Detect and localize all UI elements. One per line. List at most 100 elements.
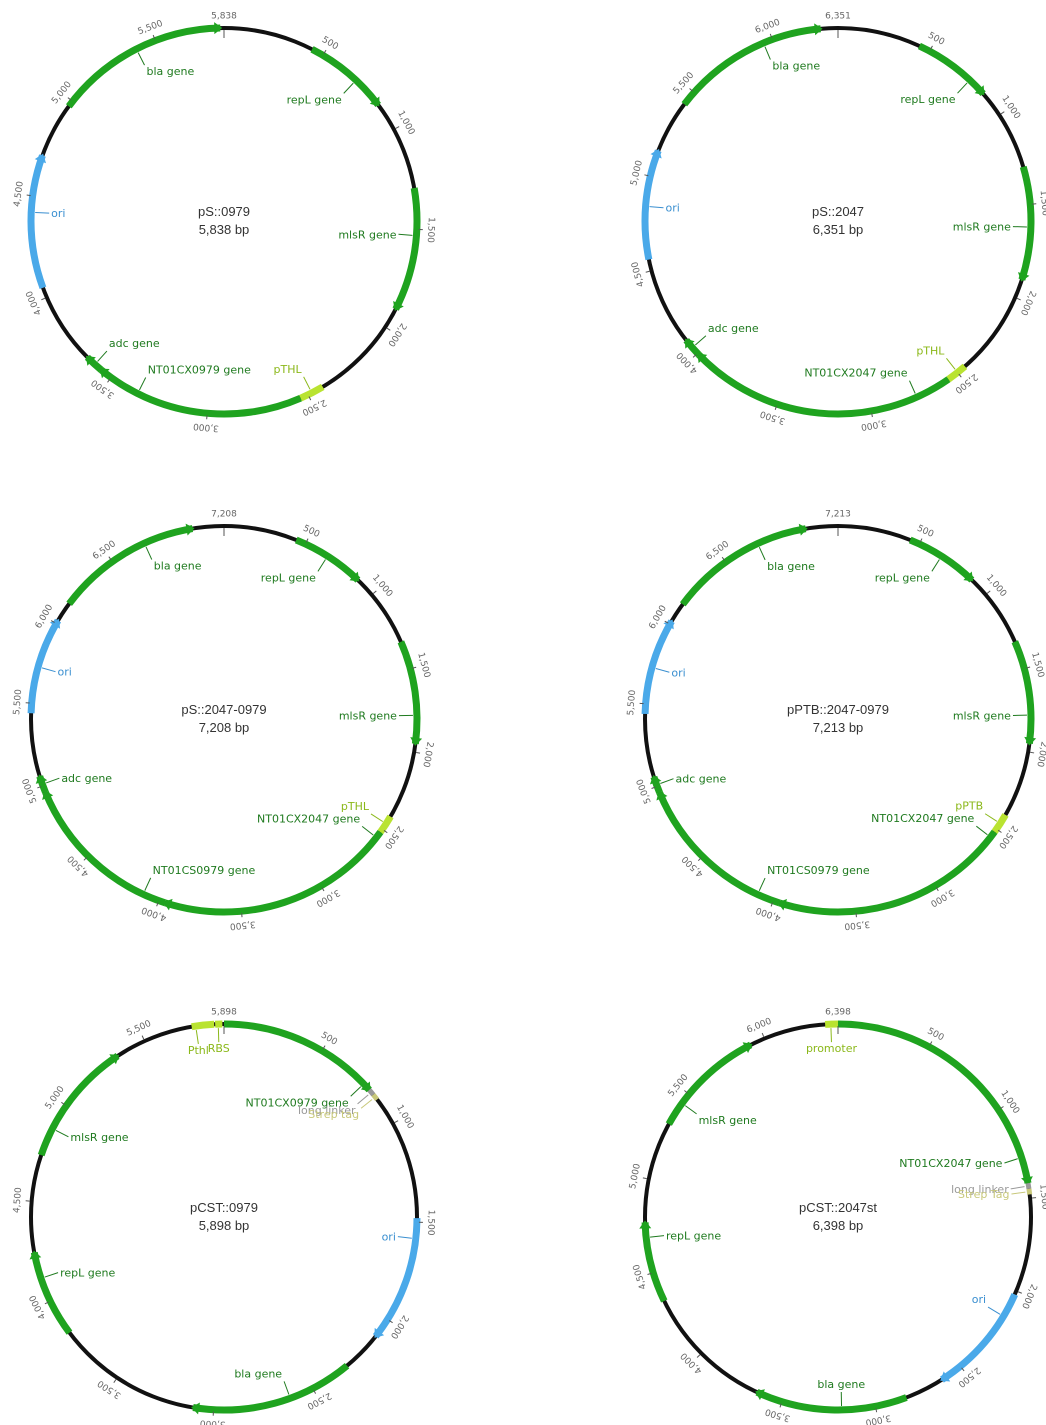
tick-label: 3,500	[759, 408, 787, 426]
feature-label: NT01CX0979 gene	[246, 1096, 349, 1109]
feature-arc-gene	[641, 1222, 668, 1303]
tick-mark	[769, 33, 773, 38]
tick-label: 5,500	[12, 689, 24, 716]
tick-mark	[26, 194, 31, 197]
tick-mark	[651, 786, 656, 789]
feature-leader-line	[138, 377, 147, 391]
feature-leader-line	[684, 1105, 697, 1115]
feature-label: mlsR gene	[953, 709, 1011, 722]
tick-mark	[308, 396, 312, 401]
feature-arc-gene	[42, 790, 167, 907]
feature-label: adc gene	[676, 773, 727, 786]
feature-leader-line	[931, 559, 940, 572]
feature-label: pTHL	[341, 800, 370, 813]
feature-arc-promoter	[377, 814, 394, 835]
tick-mark	[67, 97, 72, 101]
plasmid-size: 6,398 bp	[813, 1218, 864, 1233]
tick-label: 1,000	[395, 109, 416, 137]
tick-label: 2,000	[1018, 289, 1038, 317]
tick-mark	[664, 620, 669, 624]
tick-label: 6,000	[746, 1016, 774, 1035]
feature-arrowhead	[639, 1220, 652, 1229]
feature-leader-line	[195, 1029, 199, 1044]
feature-label: NT01CS0979 gene	[153, 864, 256, 877]
feature-leader-line	[145, 546, 153, 560]
plasmid-size: 5,838 bp	[199, 222, 250, 237]
feature-leader-line	[361, 826, 374, 836]
plasmid-map: 5001,0001,5002,0002,5003,0003,5004,0004,…	[629, 12, 1046, 432]
feature-arc-gene	[679, 525, 807, 607]
feature-label: pTHL	[274, 363, 303, 376]
feature-arrowhead	[697, 353, 708, 364]
feature-label: bla gene	[767, 560, 815, 573]
tick-mark	[761, 1032, 765, 1037]
feature-arc-linker	[1025, 1182, 1032, 1190]
tick-mark	[388, 1320, 393, 1324]
feature-leader-line	[758, 546, 766, 561]
feature-label: ori	[51, 207, 65, 220]
feature-label: pTHL	[916, 344, 945, 357]
tick-label: 3,500	[229, 919, 256, 931]
feature-arc-promoter	[191, 1020, 215, 1031]
origin-tick-label: 5,898	[211, 1008, 237, 1018]
tick-label: 1,500	[425, 1210, 436, 1236]
tick-mark	[721, 556, 725, 561]
feature-arc-gene	[917, 42, 986, 97]
feature-arrowhead	[42, 790, 54, 800]
feature-leader-line	[1011, 1191, 1026, 1195]
feature-label: mlsR gene	[699, 1114, 757, 1127]
feature-arc-promoter	[946, 363, 968, 383]
feature-label: bla gene	[154, 560, 202, 573]
tick-mark	[1016, 297, 1021, 301]
feature-label: ori	[666, 202, 680, 215]
tick-mark	[647, 1272, 652, 1275]
tick-label: 2,000	[1019, 1282, 1038, 1310]
feature-label: Pthl	[188, 1044, 209, 1057]
plasmid-size: 6,351 bp	[813, 222, 864, 237]
tick-mark	[696, 1354, 701, 1358]
feature-label: repL gene	[875, 571, 930, 584]
feature-arrowhead	[163, 898, 173, 911]
tick-label: 5,000	[21, 776, 39, 804]
feature-label: repL gene	[261, 571, 316, 584]
plasmid-name: pS::2047	[812, 204, 864, 219]
tick-mark	[986, 590, 991, 594]
tick-label: 4,000	[140, 904, 168, 922]
feature-label: ori	[671, 666, 685, 679]
feature-arrowhead	[798, 523, 808, 536]
feature-label: bla gene	[817, 1378, 865, 1391]
tick-mark	[875, 1408, 878, 1413]
origin-tick-label: 5,838	[211, 12, 237, 22]
tick-label: 5,500	[137, 19, 165, 38]
plasmid-map: 5001,0001,5002,0002,5003,0003,5004,0004,…	[12, 510, 434, 931]
feature-leader-line	[303, 376, 311, 390]
feature-arc-gene	[223, 1020, 372, 1093]
feature-arrowhead	[85, 355, 96, 366]
feature-arc-gene	[392, 187, 421, 311]
tick-mark	[935, 887, 939, 892]
feature-leader-line	[695, 335, 707, 346]
plasmid-map: 5001,0001,5002,0002,5003,0003,5004,0004,…	[626, 510, 1046, 931]
plasmid-size: 5,898 bp	[199, 1218, 250, 1233]
feature-leader-line	[1010, 1186, 1025, 1190]
feature-label: NT01CX2047 gene	[804, 367, 907, 380]
feature-arc-tag	[371, 1093, 380, 1102]
feature-arrowhead	[742, 1042, 753, 1053]
feature-label: mlsR gene	[70, 1131, 128, 1144]
feature-arc-gene	[755, 1389, 908, 1414]
feature-arc-gene	[1018, 165, 1035, 281]
feature-arrowhead	[814, 23, 823, 36]
feature-label: ori	[972, 1293, 986, 1306]
tick-mark	[774, 405, 777, 410]
feature-leader-line	[144, 877, 152, 891]
feature-arc-ori	[372, 1218, 421, 1339]
tick-mark	[692, 354, 697, 358]
feature-leader-line	[984, 813, 998, 822]
feature-arc-promoter	[299, 383, 325, 402]
feature-label: NT01CX2047 gene	[257, 812, 360, 825]
feature-label: repL gene	[60, 1267, 115, 1280]
feature-leader-line	[764, 46, 771, 60]
feature-label: bla gene	[147, 65, 195, 78]
feature-leader-line	[655, 668, 670, 673]
